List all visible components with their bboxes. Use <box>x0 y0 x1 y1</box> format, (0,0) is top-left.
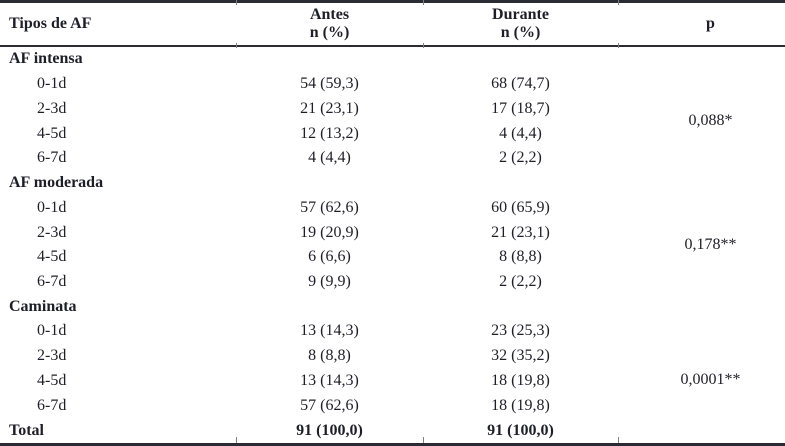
column-header-durante-unit: n (%) <box>500 24 541 41</box>
group-label: Caminata <box>9 297 77 315</box>
column-header-durante-title: Durante <box>492 5 549 23</box>
cell-day-label: 6-7d <box>37 273 67 290</box>
column-divider-tick <box>618 0 619 5</box>
group-header-row-af-moderada: AF moderada <box>0 171 785 196</box>
cell-antes-empty <box>236 46 423 72</box>
cell-p-empty <box>618 294 785 319</box>
cell-p-value: 0,178** <box>684 235 737 253</box>
column-header-antes-unit: n (%) <box>309 24 350 41</box>
cell-durante: 4 (4,4) <box>499 124 542 142</box>
cell-antes: 57 (62,6) <box>300 198 359 216</box>
cell-antes: 13 (14,3) <box>300 371 359 389</box>
cell-antes: 21 (23,1) <box>300 99 359 117</box>
column-divider-tick <box>618 43 619 48</box>
total-row: Total 91 (100,0) 91 (100,0) <box>0 418 785 444</box>
cell-durante: 8 (8,8) <box>499 248 542 266</box>
cell-durante: 68 (74,7) <box>491 75 550 93</box>
cell-p-empty <box>618 171 785 196</box>
data-row: 4-5d 6 (6,6) 8 (8,8) <box>0 245 785 270</box>
cell-durante-empty <box>423 294 618 319</box>
cell-day-label: 6-7d <box>37 396 67 414</box>
data-row: 2-3d 21 (23,1) 17 (18,7) <box>0 97 785 122</box>
cell-antes-empty <box>236 294 423 319</box>
cell-total-durante: 91 (100,0) <box>487 421 554 439</box>
data-row: 6-7d 9 (9,9) 2 (2,2) <box>0 270 785 295</box>
cell-day-label: 2-3d <box>37 223 67 241</box>
cell-antes: 8 (8,8) <box>308 347 351 365</box>
data-row: 6-7d 57 (62,6) 18 (19,8) <box>0 393 785 418</box>
data-row: 6-7d 4 (4,4) 2 (2,2) <box>0 146 785 171</box>
cell-durante: 2 (2,2) <box>499 149 542 167</box>
data-row: 2-3d 8 (8,8) 32 (35,2) <box>0 344 785 369</box>
cell-p-value: 0,0001** <box>680 370 741 388</box>
header-row: Tipos de AF Antes n (%) Durante n (%) p <box>0 2 785 47</box>
cell-antes: 12 (13,2) <box>300 124 359 142</box>
column-header-p: p <box>706 15 715 32</box>
group-header-row-caminata: Caminata <box>0 294 785 319</box>
column-header-tipos-de-af: Tipos de AF <box>9 15 92 32</box>
cell-day-label: 0-1d <box>37 75 67 93</box>
data-row: 4-5d 13 (14,3) 18 (19,8) <box>0 369 785 394</box>
data-row: 4-5d 12 (13,2) 4 (4,4) <box>0 121 785 146</box>
cell-day-label: 0-1d <box>37 322 67 340</box>
total-label: Total <box>9 421 44 439</box>
cell-durante: 2 (2,2) <box>499 273 542 290</box>
cell-day-label: 4-5d <box>37 371 67 389</box>
cell-day-label: 2-3d <box>37 99 67 117</box>
cell-durante: 18 (19,8) <box>491 371 550 389</box>
column-divider-tick <box>423 0 424 5</box>
cell-durante: 23 (25,3) <box>491 322 550 340</box>
cell-durante-empty <box>423 171 618 196</box>
cell-p-value: 0,088* <box>688 112 733 130</box>
cell-durante-empty <box>423 46 618 72</box>
column-divider-tick <box>236 0 237 5</box>
cell-p-empty <box>618 46 785 72</box>
cell-antes: 6 (6,6) <box>308 248 351 266</box>
cell-day-label: 4-5d <box>37 124 67 142</box>
column-divider-tick <box>423 43 424 48</box>
cell-antes: 54 (59,3) <box>300 75 359 93</box>
group-label: AF intensa <box>9 50 83 68</box>
cell-antes: 4 (4,4) <box>308 149 351 167</box>
cell-day-label: 4-5d <box>37 248 67 266</box>
column-header-antes: Antes n (%) <box>236 2 423 47</box>
cell-antes: 9 (9,9) <box>308 273 351 290</box>
data-row: 0-1d 54 (59,3) 68 (74,7) 0,088* <box>0 72 785 129</box>
column-header-antes-title: Antes <box>309 5 350 23</box>
group-label: AF moderada <box>9 174 104 192</box>
group-header-row-af-intensa: AF intensa <box>0 46 785 72</box>
cell-durante: 32 (35,2) <box>491 347 550 365</box>
cell-p-empty <box>618 418 785 444</box>
column-divider-tick <box>236 437 237 443</box>
data-row: 0-1d 13 (14,3) 23 (25,3) 0,0001** <box>0 319 785 387</box>
cell-antes: 19 (20,9) <box>300 223 359 241</box>
cell-day-label: 6-7d <box>37 149 67 167</box>
cell-antes-empty <box>236 171 423 196</box>
cell-durante: 21 (23,1) <box>491 223 550 241</box>
column-divider-tick <box>423 437 424 443</box>
column-divider-tick <box>618 437 619 443</box>
column-header-durante: Durante n (%) <box>423 2 618 47</box>
cell-day-label: 0-1d <box>37 198 67 216</box>
column-divider-tick <box>236 43 237 48</box>
cell-durante: 60 (65,9) <box>491 198 550 216</box>
cell-antes: 57 (62,6) <box>300 396 359 414</box>
data-row: 0-1d 57 (62,6) 60 (65,9) 0,178** <box>0 195 785 253</box>
cell-durante: 18 (19,8) <box>491 396 550 414</box>
cell-durante: 17 (18,7) <box>491 99 550 117</box>
cell-day-label: 2-3d <box>37 347 67 365</box>
data-row: 2-3d 19 (20,9) 21 (23,1) <box>0 220 785 245</box>
cell-antes: 13 (14,3) <box>300 322 359 340</box>
cell-total-antes: 91 (100,0) <box>296 421 363 439</box>
